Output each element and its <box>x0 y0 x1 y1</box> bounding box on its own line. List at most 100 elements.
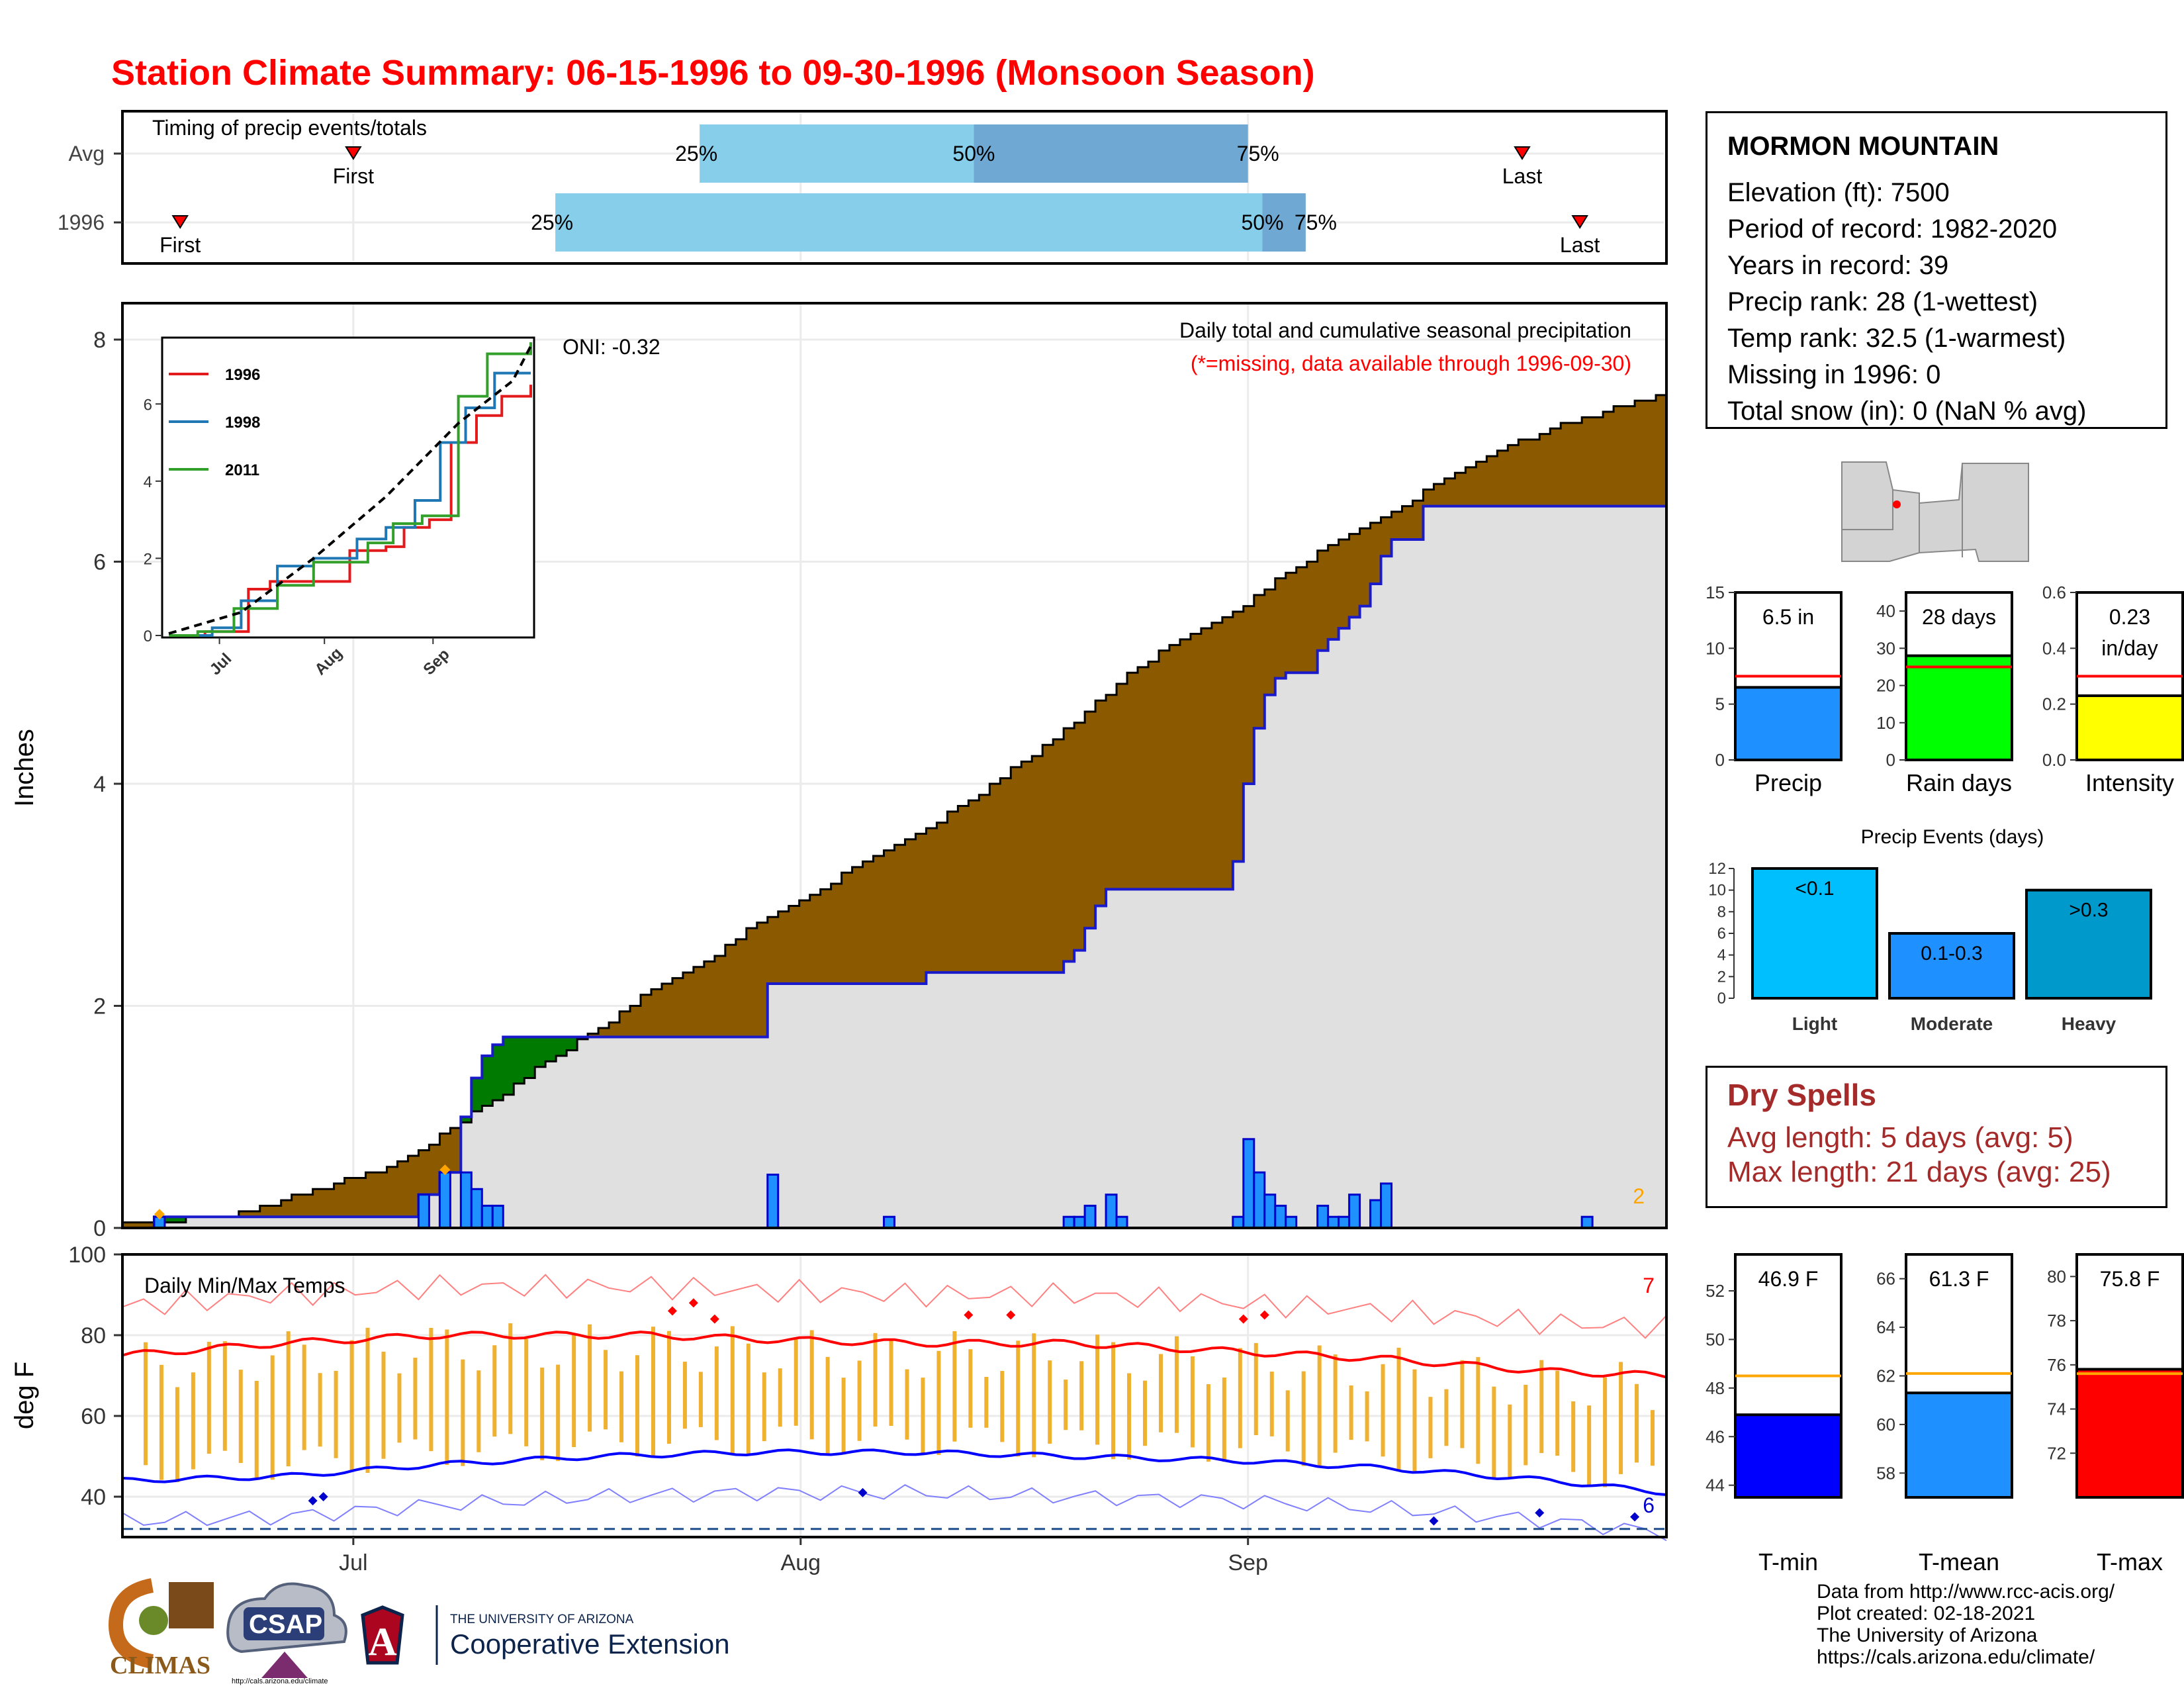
precip-deficit-area <box>693 966 705 1037</box>
precip-deficit-area <box>1349 534 1361 618</box>
daily-temp-bar <box>1158 1354 1163 1432</box>
daily-temp-bar <box>1285 1390 1290 1452</box>
inset-legend-label: 2011 <box>225 461 259 479</box>
precip-deficit-area <box>1074 722 1085 951</box>
x-tick-label-aug: Aug <box>781 1550 821 1575</box>
precip-ytick-label: 6 <box>93 550 106 575</box>
precip-deficit-area <box>926 828 938 973</box>
daily-precip-bar <box>1380 1182 1393 1229</box>
logos: CLIMAS CSAP http://cals.arizona.edu/clim… <box>108 1578 730 1685</box>
precip-deficit-area <box>841 872 853 984</box>
precip-deficit-area <box>1317 550 1329 651</box>
temp-record-low-marker <box>308 1496 318 1506</box>
precip-surplus-area <box>471 1078 482 1111</box>
mini-chart-bar <box>1734 1413 1843 1499</box>
precip-deficit-area <box>1211 622 1223 890</box>
temp-record-high-marker <box>1006 1310 1016 1320</box>
daily-temp-bar <box>1253 1342 1258 1435</box>
daily-temp-bar <box>921 1378 925 1454</box>
precip-deficit-area <box>852 867 864 984</box>
daily-precip-bar <box>1062 1215 1075 1229</box>
timing-q75-label: 75% <box>1295 211 1337 234</box>
mini-chart-bar <box>1734 686 1843 762</box>
mini-chart-ytick-label: 10 <box>1876 713 1895 733</box>
precip-deficit-area <box>1359 528 1371 606</box>
credit-university: The University of Arizona <box>1817 1624 2038 1646</box>
temp-count-hi: 7 <box>1643 1274 1655 1297</box>
daily-temp-bar <box>588 1324 592 1432</box>
daily-precip-bar <box>1274 1204 1287 1229</box>
daily-precip-bar <box>1285 1215 1298 1229</box>
daily-temp-bar <box>905 1369 909 1440</box>
daily-temp-bar <box>1444 1389 1449 1446</box>
precip-deficit-area <box>1328 545 1340 639</box>
mini-chart-ytick-label: 48 <box>1706 1378 1725 1398</box>
chart-title: Station Climate Summary: 06-15-1996 to 0… <box>111 53 1315 93</box>
mini-chart-bar <box>1905 654 2013 761</box>
daily-precip-bar <box>1115 1215 1128 1229</box>
precip-deficit-area <box>1412 500 1424 539</box>
daily-temp-bar <box>1412 1369 1417 1472</box>
daily-temp-bar <box>1349 1385 1353 1440</box>
precip-avg-cumulative-line <box>122 394 1666 1224</box>
inset-legend-label: 1996 <box>225 366 260 384</box>
timing-row-1996: 1996 <box>58 211 105 234</box>
inset-legend-label: 1998 <box>225 414 260 432</box>
precip-deficit-area <box>291 1194 303 1217</box>
precip-deficit-area <box>344 1178 356 1217</box>
precip-deficit-area <box>122 1222 134 1228</box>
timing-last-label: Last <box>1502 164 1543 188</box>
precip-deficit-area <box>1497 450 1508 506</box>
daily-temp-bar <box>1651 1410 1655 1466</box>
daily-temp-bar <box>809 1330 814 1440</box>
mini-chart-ytick-label: 44 <box>1706 1476 1725 1495</box>
mini-chart-ytick-label: 72 <box>2047 1443 2066 1463</box>
events-bar-moderate <box>1888 932 2015 1000</box>
events-bar-label: Heavy <box>2062 1013 2116 1034</box>
temp-ytick-label: 100 <box>68 1243 106 1268</box>
temp-count-lo: 6 <box>1643 1493 1655 1517</box>
precip-deficit-area <box>894 845 906 984</box>
daily-temp-bar <box>1603 1377 1608 1487</box>
daily-precip-bar <box>459 1171 473 1229</box>
daily-temp-bar <box>1143 1380 1148 1446</box>
precip-ytick-label: 8 <box>93 328 106 353</box>
precip-deficit-area <box>408 1155 420 1217</box>
daily-temp-bar <box>222 1341 227 1451</box>
daily-temp-bar <box>540 1367 545 1460</box>
temp-record-high-marker <box>667 1306 677 1316</box>
precip-deficit-area <box>915 833 927 984</box>
events-ytick-label: 2 <box>1717 968 1726 986</box>
mini-chart-ytick-label: 80 <box>2047 1266 2066 1286</box>
temp-background <box>122 1254 1666 1537</box>
daily-temp-bar <box>445 1329 449 1466</box>
precip-deficit-area <box>1127 673 1138 890</box>
precip-deficit-area <box>1635 400 1646 506</box>
inset-ytick-label: 0 <box>144 628 152 645</box>
temp-record-high-marker <box>709 1314 719 1324</box>
temp-record-high-marker <box>964 1310 974 1320</box>
precip-deficit-area <box>334 1183 345 1217</box>
daily-temp-bar <box>334 1370 338 1458</box>
station-missing: Missing in 1996: 0 <box>1727 360 1941 389</box>
precip-deficit-area <box>1190 633 1202 890</box>
precip-plot <box>122 394 1667 1229</box>
daily-temp-bar <box>794 1338 798 1426</box>
station-name: MORMON MOUNTAIN <box>1727 132 1999 161</box>
precip-deficit-area <box>1243 606 1255 784</box>
precip-deficit-area <box>1264 589 1276 695</box>
precip-deficit-area <box>735 939 747 1037</box>
credit-data-source: Data from http://www.rcc-acis.org/ <box>1817 1581 2115 1603</box>
precip-deficit-area <box>820 889 832 984</box>
precip-deficit-area <box>1116 684 1128 890</box>
events-bar-text: 0.1-0.3 <box>1921 943 1982 964</box>
precip-deficit-area <box>1296 567 1308 673</box>
precip-deficit-area <box>1391 512 1403 539</box>
precip-deficit-area <box>1138 667 1149 890</box>
daily-temp-bar <box>1064 1380 1068 1430</box>
mini-chart-ytick-label: 0.6 <box>2042 583 2066 602</box>
daily-temp-bar <box>1111 1342 1116 1460</box>
precip-deficit-area <box>630 1006 641 1037</box>
mini-chart-ytick-label: 66 <box>1876 1269 1895 1289</box>
